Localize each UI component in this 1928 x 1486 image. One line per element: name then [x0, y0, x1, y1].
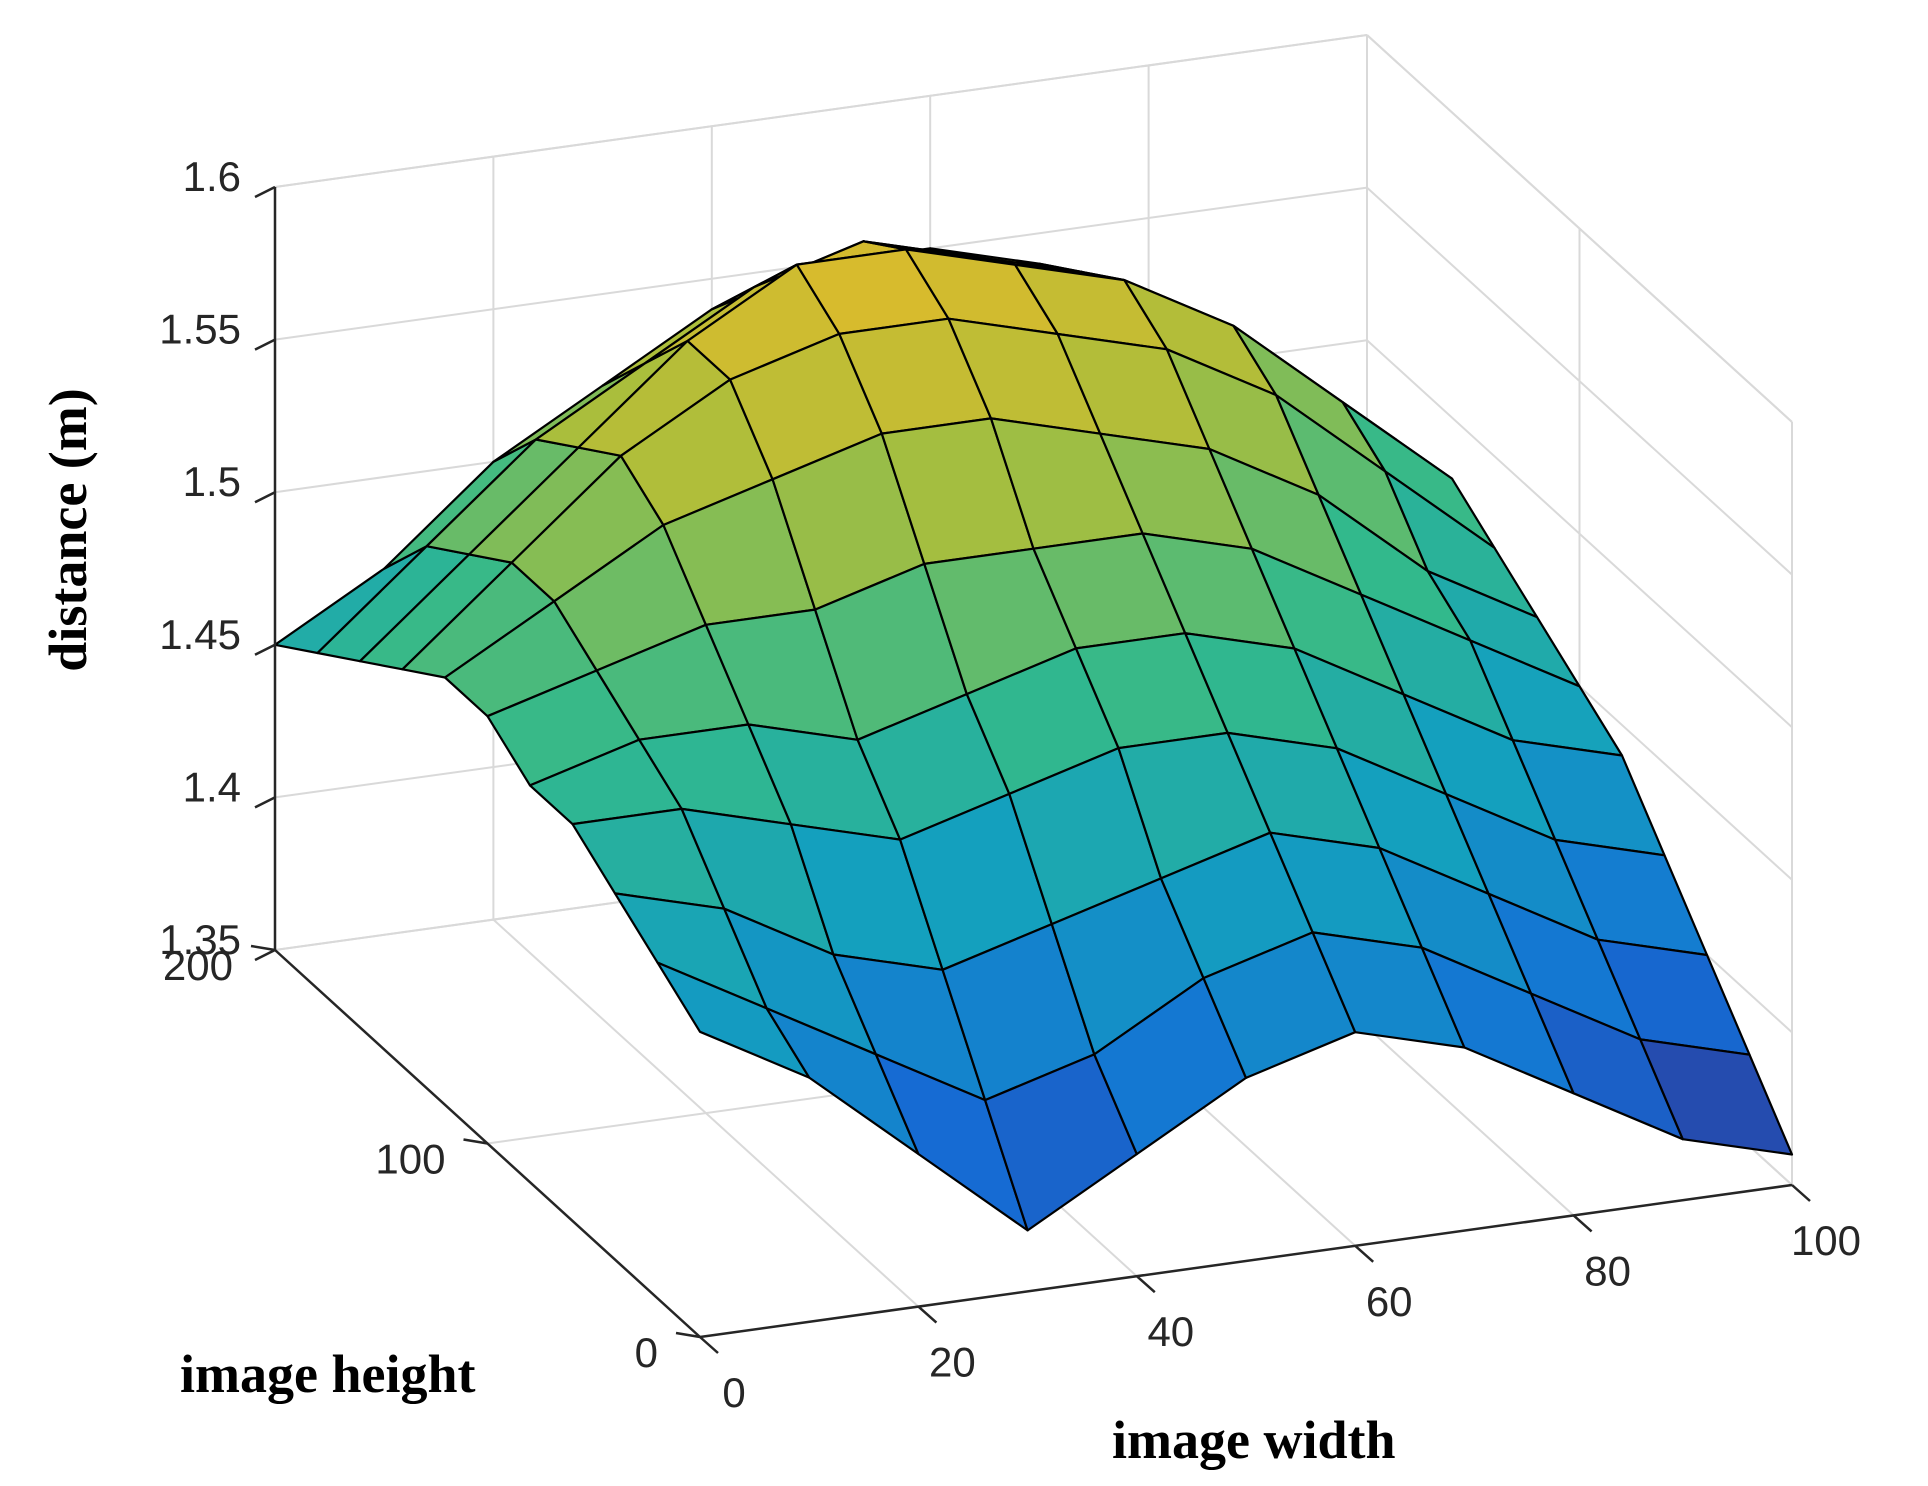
x-tick-label: 20	[929, 1339, 976, 1386]
x-tick-label: 80	[1584, 1247, 1631, 1294]
z-tick-label: 1.4	[183, 763, 241, 810]
z-tick-label: 1.35	[159, 916, 241, 963]
y-tick-mark	[463, 1138, 488, 1145]
y-tick-label: 0	[635, 1329, 658, 1376]
box-edge-line	[274, 34, 1368, 188]
z-tick-mark	[254, 948, 276, 962]
box-edge-line	[1366, 34, 1793, 423]
z-tick-mark	[254, 338, 276, 351]
z-tick-mark	[254, 796, 276, 809]
x-axis-label: image width	[1112, 1410, 1396, 1470]
y-axis-label: image height	[180, 1344, 475, 1404]
x-tick-label: 40	[1147, 1308, 1194, 1355]
surface-patch	[1639, 1038, 1794, 1156]
x-tick-mark	[917, 1305, 938, 1324]
x-tick-label: 0	[722, 1369, 745, 1416]
z-tick-mark	[254, 185, 276, 199]
x-tick-mark	[699, 1336, 719, 1354]
x-tick-label: 60	[1366, 1278, 1413, 1325]
y-tick-label: 200	[163, 942, 233, 989]
y-tick-mark	[250, 944, 276, 952]
z-tick-label: 1.6	[183, 153, 241, 200]
x-tick-mark	[1135, 1275, 1156, 1294]
z-tick-mark	[254, 491, 276, 504]
z-tick-label: 1.55	[159, 306, 241, 353]
side-wall-grid-line	[1366, 186, 1793, 576]
z-tick-mark	[254, 643, 276, 656]
x-tick-mark	[1354, 1244, 1375, 1263]
y-tick-label: 100	[375, 1136, 445, 1183]
z-tick-label: 1.5	[183, 458, 241, 505]
z-axis-label: distance (m)	[38, 388, 98, 671]
x-tick-mark	[1572, 1214, 1593, 1233]
x-tick-mark	[1791, 1184, 1811, 1202]
axes	[250, 185, 1811, 1354]
surface-mesh	[273, 240, 1794, 1232]
y-tick-mark	[675, 1331, 701, 1339]
z-tick-label: 1.45	[159, 611, 241, 658]
x-tick-label: 100	[1791, 1217, 1861, 1264]
x-axis-line	[699, 1183, 1793, 1339]
side-wall-grid-line	[1366, 339, 1793, 728]
